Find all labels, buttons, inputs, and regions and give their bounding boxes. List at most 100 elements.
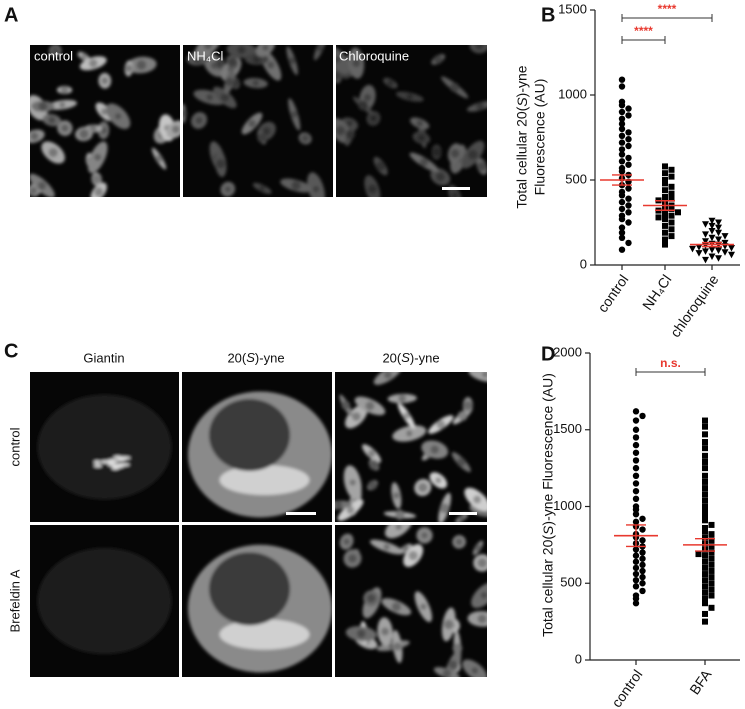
data-point xyxy=(639,580,646,587)
data-point xyxy=(702,478,708,485)
data-point xyxy=(668,166,675,173)
nucleus xyxy=(456,457,466,467)
data-point xyxy=(708,567,715,574)
data-point xyxy=(702,589,708,596)
data-point xyxy=(708,574,715,581)
data-point xyxy=(618,108,626,116)
data-point xyxy=(632,576,640,584)
nucleus xyxy=(79,129,89,139)
data-point xyxy=(702,552,708,559)
data-point xyxy=(639,549,646,556)
data-point xyxy=(702,417,708,424)
micrograph xyxy=(335,372,487,522)
micrograph xyxy=(336,45,487,197)
data-point xyxy=(668,219,675,226)
data-point xyxy=(632,583,640,590)
row-label: Brefeldin A xyxy=(7,569,22,632)
data-point xyxy=(702,439,708,446)
data-point xyxy=(632,495,640,503)
nucleus xyxy=(48,116,56,124)
nucleus xyxy=(48,147,58,158)
data-point xyxy=(632,457,640,464)
nucleus xyxy=(477,161,487,172)
data-point xyxy=(639,537,646,544)
data-point xyxy=(708,549,715,556)
micrograph xyxy=(182,525,332,677)
image-label: control xyxy=(34,48,73,63)
nucleus xyxy=(209,399,290,471)
data-point xyxy=(702,571,708,578)
nucleus xyxy=(262,45,269,51)
nucleus xyxy=(343,538,350,545)
nucleus xyxy=(88,58,98,68)
data-point xyxy=(632,472,640,479)
nucleus xyxy=(395,525,402,530)
nucleus xyxy=(38,101,48,111)
data-point xyxy=(618,115,626,123)
nucleus xyxy=(367,449,376,458)
nucleus xyxy=(94,187,104,197)
data-point xyxy=(702,595,708,602)
y-tick-label: 1500 xyxy=(558,1,587,16)
nucleus xyxy=(455,538,463,546)
data-point xyxy=(702,465,708,472)
nucleus xyxy=(420,603,427,610)
column-header: 20(S)-yne xyxy=(227,350,284,365)
data-point xyxy=(632,441,640,449)
data-point xyxy=(721,233,729,240)
data-point xyxy=(708,555,715,562)
y-axis-label: Total cellular 20(S)-yne xyxy=(514,65,530,208)
nucleus xyxy=(30,132,39,141)
data-point xyxy=(715,247,722,255)
data-point xyxy=(715,229,722,237)
data-point xyxy=(625,219,632,226)
nucleus xyxy=(430,445,439,454)
data-point xyxy=(632,408,640,415)
data-point xyxy=(721,239,729,247)
data-point xyxy=(618,139,626,146)
cells xyxy=(183,45,327,197)
data-point xyxy=(702,517,708,524)
data-point xyxy=(702,524,708,531)
nucleus xyxy=(348,554,357,563)
nucleus xyxy=(80,53,88,61)
data-point xyxy=(702,558,708,565)
data-point xyxy=(702,242,709,249)
nucleus xyxy=(477,614,487,624)
data-point xyxy=(668,226,675,233)
x-tick-label: chloroquine xyxy=(667,271,722,340)
nucleus xyxy=(443,619,454,630)
data-point xyxy=(639,567,646,575)
golgi xyxy=(111,466,120,470)
data-point xyxy=(632,546,640,553)
data-point xyxy=(702,503,708,510)
significance-bracket xyxy=(621,14,713,22)
data-point xyxy=(618,120,626,128)
nucleus xyxy=(125,64,133,73)
nucleus xyxy=(395,509,405,520)
nucleus xyxy=(386,79,394,87)
nucleus xyxy=(448,660,458,670)
nucleus xyxy=(406,430,413,437)
panel-label: B xyxy=(541,4,555,26)
data-point xyxy=(662,170,668,177)
data-point xyxy=(668,173,675,180)
nucleus xyxy=(101,77,109,85)
nucleus xyxy=(435,477,442,484)
row-label: control xyxy=(7,427,22,466)
data-point xyxy=(618,224,626,231)
data-point xyxy=(662,222,668,229)
data-point xyxy=(708,537,715,544)
data-point xyxy=(632,564,640,572)
nucleus xyxy=(203,45,213,50)
nucleus xyxy=(383,543,390,551)
data-point xyxy=(639,573,646,581)
y-tick-label: 500 xyxy=(565,171,587,186)
nucleus xyxy=(402,412,411,420)
bright-region xyxy=(219,465,310,495)
y-tick-label: 2000 xyxy=(553,344,582,359)
data-point xyxy=(662,236,668,243)
y-tick-label: 1000 xyxy=(558,86,587,101)
nucleus xyxy=(336,71,342,81)
nucleus xyxy=(155,154,163,163)
